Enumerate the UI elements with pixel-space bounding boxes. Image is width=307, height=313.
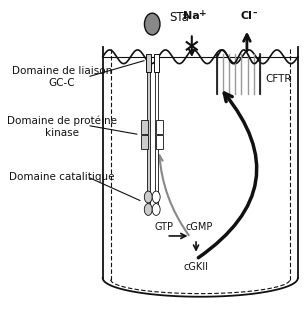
Text: STa: STa [169, 11, 189, 24]
Bar [156, 136, 163, 150]
Ellipse shape [144, 13, 160, 35]
Ellipse shape [144, 191, 152, 203]
Bar [147, 72, 150, 213]
Ellipse shape [144, 203, 152, 215]
Text: Na: Na [183, 11, 200, 21]
Text: Domaine de liaison: Domaine de liaison [12, 66, 112, 76]
Text: Domaine catalitique: Domaine catalitique [9, 172, 115, 182]
Text: GTP: GTP [154, 222, 173, 232]
Ellipse shape [152, 203, 160, 215]
Bar [141, 120, 148, 134]
Text: cGKII: cGKII [184, 262, 208, 272]
Text: Domaine de protéine: Domaine de protéine [7, 115, 117, 126]
Text: CFTR: CFTR [265, 74, 292, 84]
Ellipse shape [152, 191, 160, 203]
Bar [141, 136, 148, 150]
Text: GC-C: GC-C [49, 78, 75, 88]
Bar [156, 120, 163, 134]
Text: kinase: kinase [45, 127, 79, 137]
Text: +: + [199, 9, 207, 18]
Text: –: – [253, 9, 257, 18]
Text: cGMP: cGMP [185, 222, 212, 232]
Bar [146, 54, 151, 72]
Text: Cl: Cl [241, 11, 253, 21]
Bar [155, 72, 158, 213]
Bar [154, 54, 159, 72]
